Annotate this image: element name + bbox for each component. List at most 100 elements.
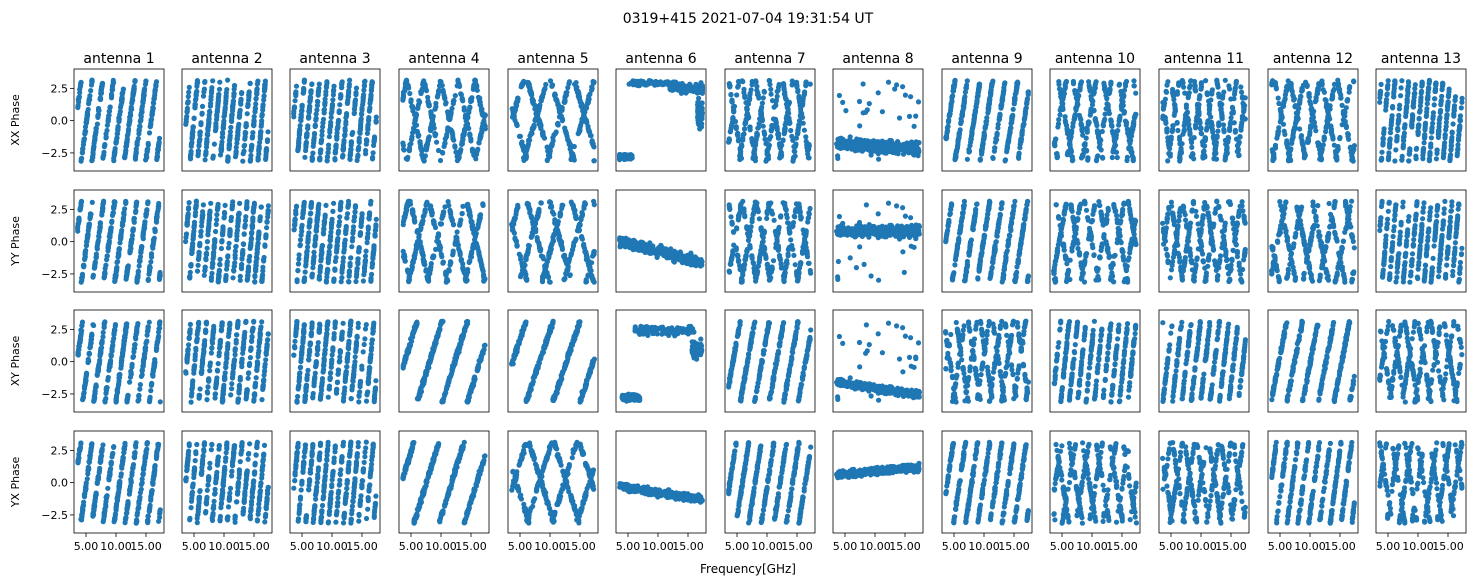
column-title: antenna 10 [1055,51,1135,67]
data-point [479,123,486,129]
data-point [336,108,342,114]
data-point [550,135,556,141]
data-point [253,95,259,102]
data-point [339,84,345,90]
data-point [1295,115,1301,121]
data-point [1334,148,1340,154]
data-point [247,80,253,87]
data-point [470,149,476,155]
data-point [1110,149,1116,155]
data-point [198,120,204,126]
data-point [959,111,965,117]
data-point [440,87,446,93]
data-point [109,84,115,90]
data-point [143,78,149,84]
data-points [617,78,706,163]
data-point [1203,127,1210,133]
data-point [210,153,216,159]
data-point [329,106,335,112]
data-point [230,104,236,110]
data-point [187,156,194,162]
data-point [342,128,348,134]
data-point [263,149,269,155]
data-point [466,125,472,131]
data-point [672,80,678,86]
data-point [585,99,591,106]
data-point [139,106,145,112]
data-point [886,147,892,153]
data-point [775,133,782,139]
data-point [1055,124,1061,130]
data-point [1198,81,1204,87]
data-point [790,137,796,143]
data-point [262,78,268,84]
data-point [192,105,198,111]
data-point [1017,145,1023,151]
data-point [993,135,999,142]
data-point [1124,126,1131,132]
panel-frame [181,68,273,172]
data-point [1398,85,1404,91]
data-point [311,131,318,137]
data-point [442,140,448,146]
data-point [92,135,98,141]
data-point [199,110,205,116]
data-point [1425,89,1431,96]
data-point [85,106,91,113]
data-point [1423,113,1429,119]
data-point [1076,112,1082,118]
data-point [790,155,797,161]
data-point [1319,78,1325,84]
data-point [1131,78,1137,84]
data-point [915,99,922,105]
data-point [320,120,326,126]
data-point [885,79,892,85]
data-point [589,139,595,145]
data-point [1057,112,1063,118]
data-point [1211,133,1217,139]
data-point [228,124,234,130]
data-point [197,130,203,136]
data-point [840,142,846,148]
data-point [151,95,157,101]
data-points [75,198,163,285]
data-point [90,149,96,155]
data-point [955,141,961,147]
data-point [1199,131,1205,137]
data-point [1064,128,1070,134]
data-point [1396,112,1402,119]
data-point [1278,108,1284,114]
data-point [519,143,526,149]
data-point [367,106,373,112]
data-point [989,82,995,88]
data-point [1223,141,1229,147]
data-point [766,77,772,84]
data-point [1178,148,1184,154]
data-point [114,131,121,137]
data-point [1058,94,1064,100]
data-point [767,81,773,88]
data-point [733,125,739,132]
data-point [249,143,255,149]
data-point [977,157,983,163]
data-point [1343,105,1349,111]
data-point [1422,132,1428,138]
data-point [225,77,231,83]
data-point [110,79,116,86]
data-point [126,120,132,126]
data-point [443,101,449,107]
data-point [1175,127,1181,134]
data-point [1378,156,1385,162]
data-point [1193,118,1199,124]
data-point [987,97,993,103]
data-point [236,121,242,127]
data-points [291,77,379,164]
data-point [95,105,102,112]
data-point [128,112,134,118]
data-point [460,98,466,104]
data-point [323,84,330,90]
data-point [1455,142,1461,148]
data-point [144,147,150,153]
data-point [1217,102,1223,109]
data-point [86,96,92,102]
